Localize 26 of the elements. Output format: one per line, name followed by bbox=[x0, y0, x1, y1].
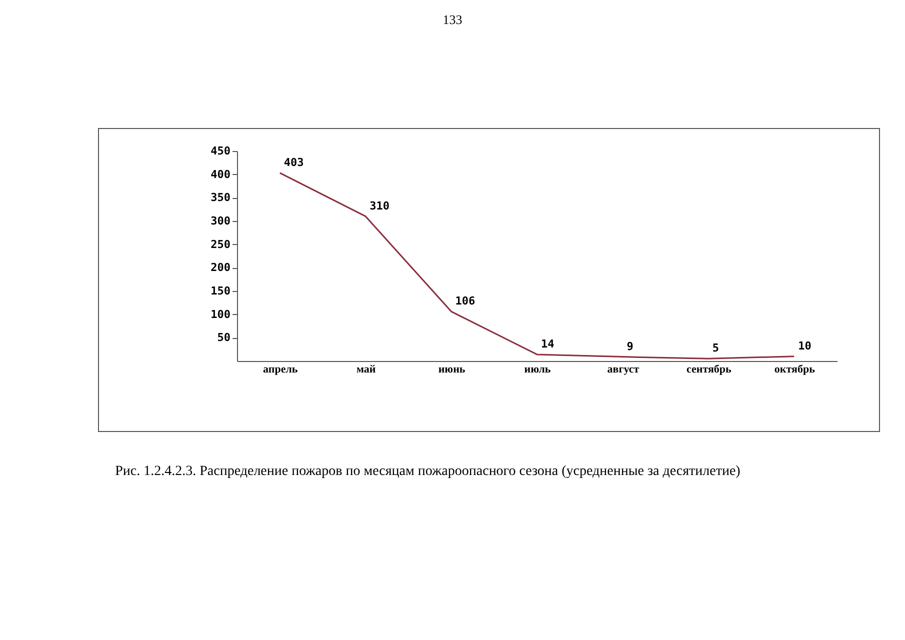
x-tick-label: апрель bbox=[263, 364, 298, 376]
x-tick-label: июнь bbox=[438, 364, 466, 376]
y-tick-label: 50 bbox=[217, 331, 230, 344]
y-tick-label: 250 bbox=[210, 238, 230, 251]
data-label: 9 bbox=[626, 340, 634, 353]
text: Рис. 1.2.4.2.3. Распределение пожаров по месяцам пожароопасного сезона (усредненные за десятилетие) bbox=[115, 464, 741, 479]
data-label: 10 bbox=[798, 339, 812, 352]
y-tick-label: 200 bbox=[210, 261, 230, 274]
y-tick-label: 450 bbox=[210, 144, 230, 158]
data-label: 106 bbox=[455, 294, 476, 308]
data-label: 310 bbox=[370, 199, 390, 212]
y-tick-label: 100 bbox=[210, 308, 230, 321]
x-tick-label: октябрь bbox=[774, 364, 816, 376]
x-tick-label: август bbox=[607, 364, 640, 376]
y-tick-label: 150 bbox=[210, 284, 230, 298]
y-tick-label: 400 bbox=[210, 168, 230, 181]
data-label: 403 bbox=[284, 156, 304, 169]
x-tick-label: июль bbox=[524, 364, 551, 376]
text: 133 bbox=[442, 12, 464, 28]
x-tick-label: сентябрь bbox=[686, 364, 732, 376]
x-tick-label: май bbox=[356, 364, 376, 376]
data-label: 14 bbox=[541, 337, 555, 350]
y-tick-label: 300 bbox=[210, 214, 230, 228]
data-label: 5 bbox=[712, 342, 720, 355]
line-series bbox=[279, 172, 795, 360]
y-tick-label: 350 bbox=[210, 191, 230, 204]
